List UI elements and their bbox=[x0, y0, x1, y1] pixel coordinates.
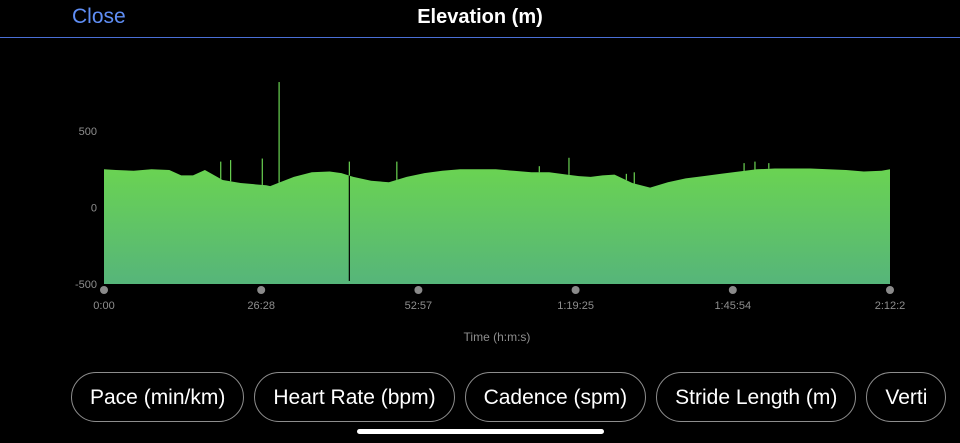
navigation-bar: Close Elevation (m) bbox=[0, 0, 960, 38]
elevation-area bbox=[104, 168, 890, 284]
x-tick-label: 52:57 bbox=[405, 300, 433, 312]
x-tick-dot bbox=[100, 286, 108, 294]
x-tick-dot bbox=[414, 286, 423, 294]
close-button[interactable]: Close bbox=[72, 5, 126, 28]
y-tick-label: -500 bbox=[75, 279, 97, 291]
metric-heart-rate-button[interactable]: Heart Rate (bpm) bbox=[254, 372, 455, 422]
x-tick-dot bbox=[886, 286, 894, 294]
x-tick-label: 2:12:2 bbox=[875, 300, 906, 312]
metric-stride-length-button[interactable]: Stride Length (m) bbox=[656, 372, 857, 422]
x-axis-title: Time (h:m:s) bbox=[464, 330, 531, 344]
elevation-chart: 500 0 -500 0:00 26:28 52:57 1:19:25 1:45:54 2:12… bbox=[75, 82, 906, 344]
metric-pace-button[interactable]: Pace (min/km) bbox=[71, 372, 245, 422]
y-tick-label: 500 bbox=[79, 126, 97, 138]
metric-selector: Pace (min/km) Heart Rate (bpm) Cadence (sp… bbox=[71, 372, 960, 426]
x-tick-dot bbox=[257, 286, 266, 294]
x-tick-label: 1:19:25 bbox=[557, 300, 594, 312]
x-tick-label: 26:28 bbox=[247, 300, 275, 312]
y-tick-label: 0 bbox=[91, 203, 97, 215]
x-tick-dot bbox=[571, 286, 580, 294]
home-indicator bbox=[357, 429, 604, 434]
metric-cadence-button[interactable]: Cadence (spm) bbox=[464, 372, 647, 422]
metric-vertical-button[interactable]: Verti bbox=[866, 372, 947, 422]
x-tick-label: 0:00 bbox=[93, 300, 114, 312]
x-tick-label: 1:45:54 bbox=[714, 300, 751, 312]
x-tick-dot bbox=[728, 286, 737, 294]
page-title: Elevation (m) bbox=[417, 6, 543, 28]
